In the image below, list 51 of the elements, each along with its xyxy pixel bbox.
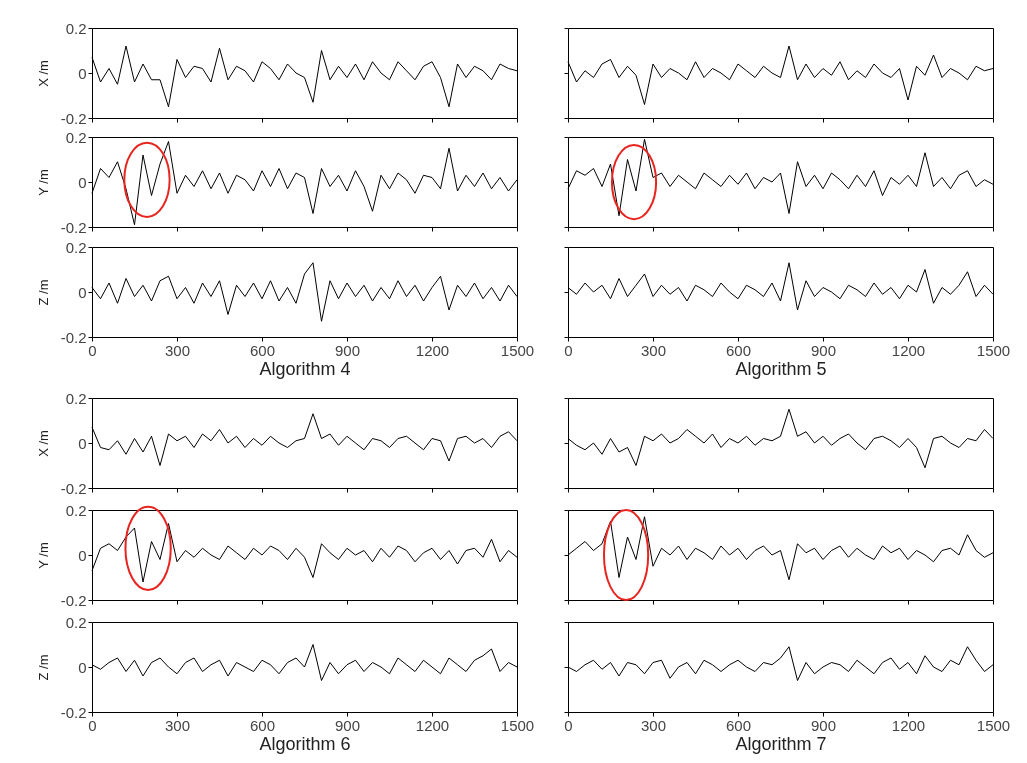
x-tick-label: 1200: [891, 716, 926, 734]
x-axis-title: Algorithm 6: [259, 733, 351, 754]
x-tick-label: 1200: [415, 341, 450, 359]
y-axis-title: X /m: [35, 430, 51, 457]
y-tick-label: 0.2: [65, 501, 87, 519]
y-axis-title: X /m: [35, 60, 51, 87]
y-tick-label: 0: [78, 283, 87, 301]
x-tick-label: 900: [334, 341, 361, 359]
x-axis-title: Algorithm 5: [735, 358, 827, 379]
x-tick-label: 300: [164, 341, 191, 359]
x-tick-label: 900: [334, 716, 361, 734]
y-tick-label: 0.2: [65, 128, 87, 146]
y-tick-label: 0.2: [65, 238, 87, 256]
line-series: [91, 141, 518, 226]
y-tick-label: 0.2: [65, 613, 87, 631]
x-axis-title: Algorithm 4: [259, 358, 351, 379]
y-tick-label: 0: [78, 658, 87, 676]
x-tick-label: 300: [640, 341, 667, 359]
x-tick-label: 600: [725, 716, 752, 734]
y-tick-label: 0.2: [65, 389, 87, 407]
x-tick-label: 600: [249, 716, 276, 734]
y-tick-label: -0.2: [60, 328, 87, 346]
y-tick-label: -0.2: [60, 703, 87, 721]
y-tick-label: -0.2: [60, 218, 87, 236]
x-tick-label: 300: [164, 716, 191, 734]
y-tick-label: 0: [78, 173, 87, 191]
x-tick-label: 1500: [976, 716, 1011, 734]
y-tick-label: -0.2: [60, 591, 87, 609]
y-tick-label: 0.2: [65, 19, 87, 37]
x-tick-label: 1200: [891, 341, 926, 359]
x-tick-label: 0: [564, 716, 573, 734]
y-tick-label: 0: [78, 546, 87, 564]
y-axis-title: Y /m: [35, 542, 51, 569]
y-axis-title: Z /m: [35, 654, 51, 681]
x-tick-label: 1500: [500, 716, 535, 734]
y-tick-label: -0.2: [60, 109, 87, 127]
y-tick-label: 0: [78, 64, 87, 82]
x-tick-label: 1500: [500, 341, 535, 359]
x-axis-title: Algorithm 7: [735, 733, 827, 754]
x-tick-label: 1200: [415, 716, 450, 734]
y-tick-label: -0.2: [60, 479, 87, 497]
y-axis-title: Y /m: [35, 169, 51, 196]
y-tick-label: 0: [78, 434, 87, 452]
y-axis-title: Z /m: [35, 279, 51, 306]
x-tick-label: 900: [810, 716, 837, 734]
x-tick-label: 900: [810, 341, 837, 359]
x-tick-label: 300: [640, 716, 667, 734]
x-tick-label: 600: [725, 341, 752, 359]
x-tick-label: 0: [564, 341, 573, 359]
x-tick-label: 600: [249, 341, 276, 359]
x-tick-label: 1500: [976, 341, 1011, 359]
